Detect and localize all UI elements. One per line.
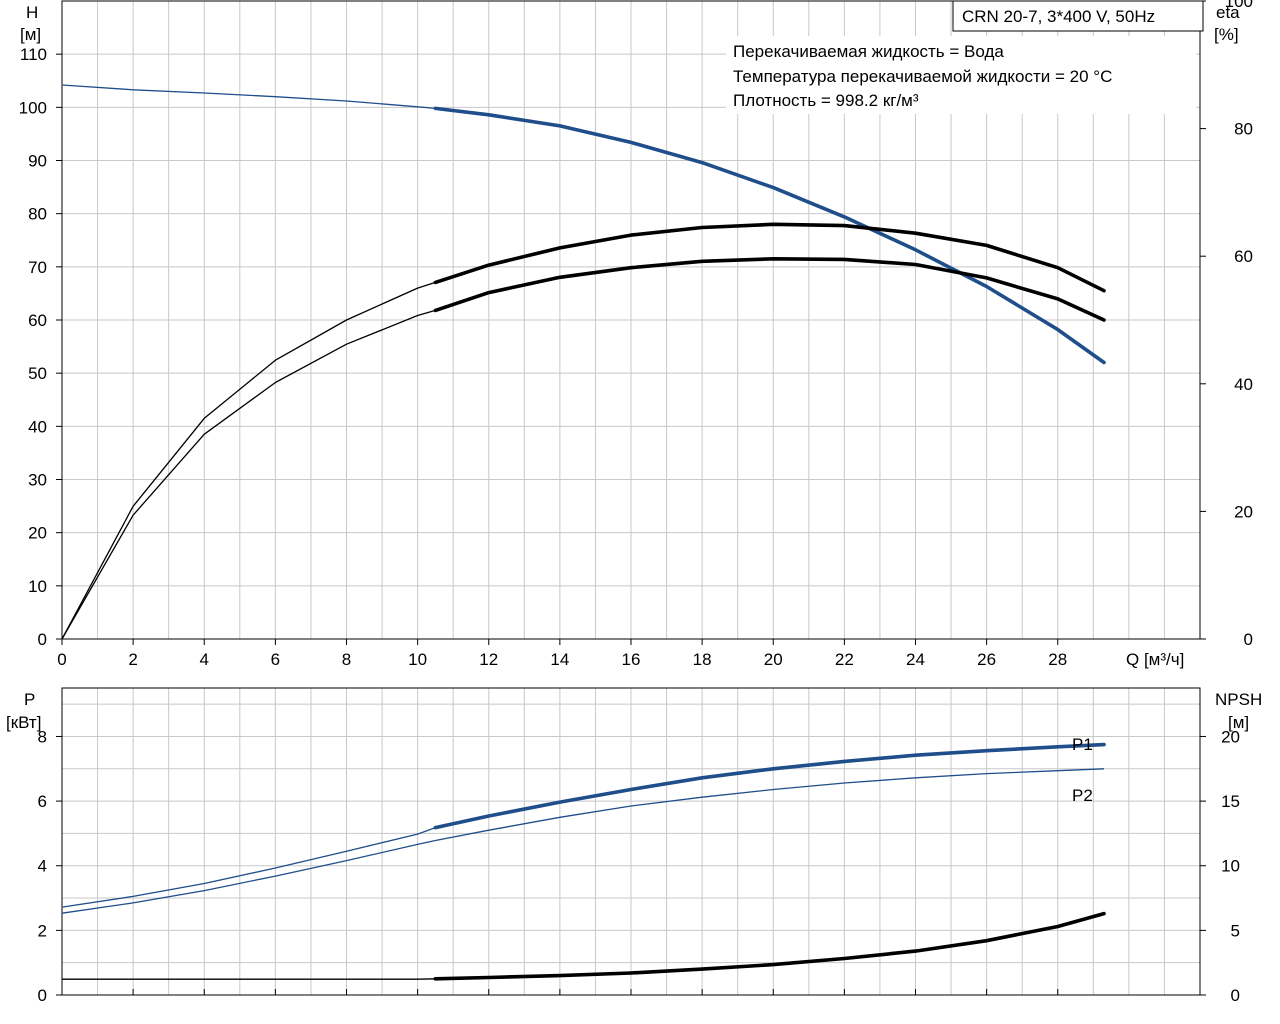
info-line-temperature: Температура перекачиваемой жидкости = 20… — [733, 67, 1112, 86]
series-label-p2: P2 — [1072, 786, 1093, 805]
p-tick-label: 6 — [38, 792, 47, 811]
curve-NPSH-bold — [433, 911, 1106, 981]
p-tick-label: 4 — [38, 857, 47, 876]
x-axis-label: Q [м³/ч] — [1126, 650, 1184, 669]
x-tick-label: 0 — [57, 650, 66, 669]
y-right-tick-label: 20 — [1234, 502, 1253, 521]
x-tick-label: 2 — [128, 650, 137, 669]
title-box-text: CRN 20-7, 3*400 V, 50Hz — [962, 7, 1155, 26]
curve-head-thin — [61, 84, 436, 110]
npsh-tick-label: 0 — [1231, 986, 1240, 1005]
info-line-density: Плотность = 998.2 кг/м³ — [733, 91, 919, 110]
x-tick-label: 16 — [622, 650, 641, 669]
y-left-tick-label: 80 — [28, 205, 47, 224]
x-tick-label: 8 — [342, 650, 351, 669]
x-tick-label: 6 — [271, 650, 280, 669]
npsh-tick-label: 20 — [1221, 727, 1240, 746]
y-left-tick-label: 0 — [38, 630, 47, 649]
curve-eta1-bold — [433, 222, 1106, 293]
p-tick-label: 8 — [38, 727, 47, 746]
y-left-tick-label: 110 — [20, 45, 47, 64]
x-tick-label: 20 — [764, 650, 783, 669]
bottom-left-axis-label-symbol: P — [24, 690, 35, 709]
info-block: Перекачиваемая жидкость = Вода Температу… — [726, 36, 1196, 114]
curve-eta2-thin — [61, 309, 436, 640]
y-right-tick-label: 80 — [1234, 120, 1253, 139]
bottom-right-axis-label-unit: [м] — [1228, 713, 1249, 732]
y-left-tick-label: 10 — [28, 577, 47, 596]
x-tick-label: 24 — [906, 650, 925, 669]
x-tick-label: 28 — [1048, 650, 1067, 669]
npsh-tick-label: 5 — [1231, 921, 1240, 940]
curve-P1-bold — [433, 742, 1106, 830]
y-left-tick-label: 30 — [28, 471, 47, 490]
top-tick-labels: 0 2 4 6 8 10 12 14 16 18 20 22 24 26 28010203040506070… — [19, 0, 1253, 669]
y-left-tick-label: 20 — [28, 524, 47, 543]
top-left-axis-label-symbol: H — [26, 3, 38, 22]
npsh-tick-label: 15 — [1221, 792, 1240, 811]
x-tick-label: 10 — [408, 650, 427, 669]
y-left-tick-label: 40 — [28, 417, 47, 436]
y-left-tick-label: 100 — [19, 98, 47, 117]
series-label-p1: P1 — [1072, 735, 1093, 754]
bottom-tick-labels: 0 2 4 6 8 0 5 10 15 20 — [38, 727, 1240, 1005]
p-tick-label: 2 — [38, 921, 47, 940]
bottom-left-axis-label-unit: [кВт] — [6, 713, 41, 732]
bottom-grid — [62, 688, 1200, 995]
title-box — [952, 0, 1204, 32]
info-line-liquid: Перекачиваемая жидкость = Вода — [733, 42, 1004, 61]
curve-eta2-bold — [433, 257, 1106, 322]
top-right-axis-label-unit: [%] — [1214, 25, 1239, 44]
bottom-right-axis-label-symbol: NPSH — [1215, 690, 1262, 709]
curve-P2-thin — [61, 768, 1105, 914]
x-tick-label: 14 — [550, 650, 569, 669]
x-tick-label: 12 — [479, 650, 498, 669]
y-left-tick-label: 50 — [28, 364, 47, 383]
y-left-tick-label: 90 — [28, 152, 47, 171]
curve-head-bold — [433, 106, 1106, 365]
x-tick-label: 18 — [693, 650, 712, 669]
y-right-tick-label: 100 — [1225, 0, 1253, 11]
y-right-tick-label: 60 — [1234, 247, 1253, 266]
y-left-tick-label: 70 — [28, 258, 47, 277]
y-left-tick-label: 60 — [28, 311, 47, 330]
y-right-tick-label: 40 — [1234, 375, 1253, 394]
top-right-axis-label-symbol: eta — [1216, 3, 1240, 22]
curve-eta1-thin — [61, 281, 436, 640]
curves — [61, 84, 1106, 981]
p-tick-label: 0 — [38, 986, 47, 1005]
x-tick-label: 26 — [977, 650, 996, 669]
curve-P1-thin — [61, 826, 436, 908]
top-left-axis-label-unit: [м] — [20, 25, 41, 44]
y-right-tick-label: 0 — [1244, 630, 1253, 649]
x-tick-label: 22 — [835, 650, 854, 669]
npsh-tick-label: 10 — [1221, 857, 1240, 876]
x-tick-label: 4 — [200, 650, 209, 669]
